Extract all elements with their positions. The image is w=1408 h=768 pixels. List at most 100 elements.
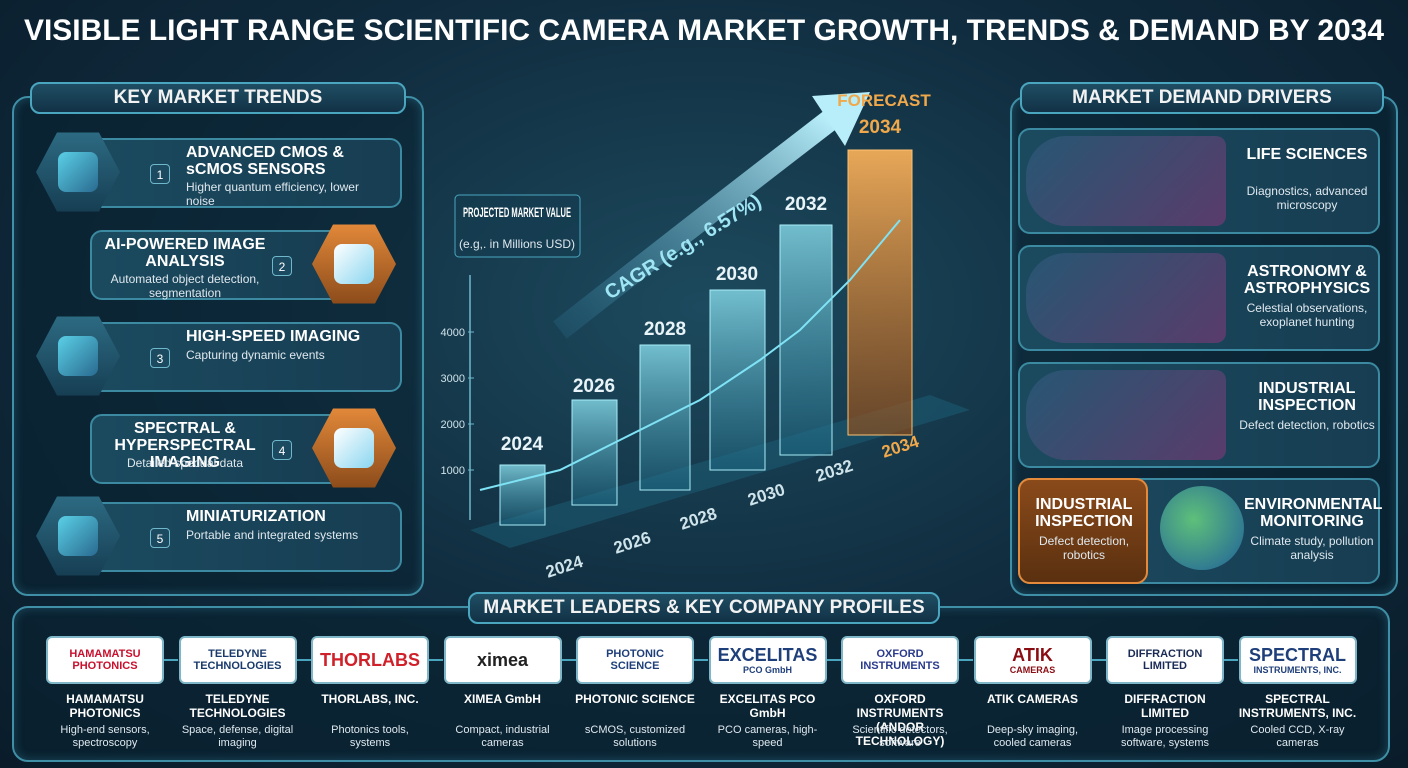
company-logo: DIFFRACTION LIMITED <box>1106 636 1224 684</box>
trend-card <box>90 138 402 208</box>
icon-glyph <box>58 152 98 192</box>
trend-number: 4 <box>272 440 292 460</box>
value-note: (e.g,. in Millions USD) <box>459 237 575 251</box>
logo-subtext: PCO GmbH <box>742 665 792 675</box>
cagr-label: CAGR (e.g., 6.57%) <box>601 190 765 304</box>
driver-title: ENVIRONMENTAL MONITORING <box>1244 496 1383 530</box>
driver-description: Defect detection, robotics <box>1239 418 1375 432</box>
drivers-heading: MARKET DEMAND DRIVERS <box>1020 82 1384 114</box>
connector <box>694 659 708 661</box>
trend-line <box>479 219 901 491</box>
trend-description: Higher quantum efficiency, lower noise <box>186 180 359 208</box>
driver-title: INDUSTRIAL INSPECTION <box>1035 496 1133 530</box>
bar-year-label: 2032 <box>785 194 827 215</box>
driver-description: Celestial observations, exoplanet huntin… <box>1246 301 1368 329</box>
trends-heading: KEY MARKET TRENDS <box>30 82 406 114</box>
connector <box>1091 659 1106 661</box>
company-logo: ximea <box>443 636 562 684</box>
icon-glyph <box>334 428 374 468</box>
trend-card <box>90 322 402 392</box>
bar-year-label: 2024 <box>501 434 544 455</box>
value-box <box>454 194 581 258</box>
trend-number: 3 <box>150 348 170 368</box>
company-name: HAMAMATSU PHOTONICS <box>66 692 144 720</box>
driver-image <box>1160 486 1244 570</box>
connector <box>296 659 311 661</box>
axis-year-label: 2028 <box>677 504 719 534</box>
trend-description: Capturing dynamic events <box>186 348 325 362</box>
driver-image <box>1026 370 1226 460</box>
company-name: THORLABS, INC. <box>321 692 419 706</box>
company-logo: SPECTRAL INSTRUMENTS, INC. <box>1238 636 1357 684</box>
trend-card <box>90 414 350 484</box>
icon-glyph <box>58 336 98 376</box>
company-description: Deep-sky imaging, cooled cameras <box>986 724 1079 749</box>
company-logo: ATIK CAMERAS <box>973 636 1092 684</box>
axis-tick-label: 3000 <box>441 373 465 385</box>
connector <box>1224 659 1238 661</box>
connector <box>561 659 576 661</box>
company-name: ATIK CAMERAS <box>986 692 1079 706</box>
logo-subtext: CAMERAS <box>1009 665 1056 675</box>
driver-title: LIFE SCIENCES <box>1246 146 1368 163</box>
company-description: Space, defense, digital imaging <box>181 724 294 749</box>
axis-year-label: 2034 <box>879 432 921 462</box>
company-description: sCMOS, customized solutions <box>584 724 686 749</box>
arrow-head <box>812 92 870 146</box>
logo-text: SPECTRAL <box>1248 645 1346 665</box>
growth-arrow <box>553 111 837 339</box>
driver-description: Defect detection, robotics <box>1038 534 1130 562</box>
driver-title: INDUSTRIAL INSPECTION <box>1258 380 1356 414</box>
driver-description: Climate study, pollution analysis <box>1250 534 1374 562</box>
page-title: VISIBLE LIGHT RANGE SCIENTIFIC CAMERA MA… <box>24 14 1384 47</box>
trend-title: AI-POWERED IMAGE ANALYSIS <box>104 236 266 270</box>
company-description: High-end sensors, spectroscopy <box>60 724 150 749</box>
chart-floor <box>470 395 970 548</box>
forecast-bar-shape <box>847 149 913 436</box>
logo-text: ximea <box>476 650 529 670</box>
value-label: PROJECTED MARKET VALUE <box>463 204 571 220</box>
connector <box>959 659 973 661</box>
trend-title: MINIATURIZATION <box>186 508 326 525</box>
bar-shape <box>499 464 546 526</box>
logo-text: ATIK <box>1012 645 1053 665</box>
bar-year-label: 2030 <box>716 264 758 285</box>
trend-title: ADVANCED CMOS & sCMOS SENSORS <box>186 144 344 178</box>
connector <box>826 659 841 661</box>
connector <box>429 659 443 661</box>
trend-description: Automated object detection, segmentation <box>110 272 260 300</box>
company-description: Photonics tools, systems <box>331 724 409 749</box>
company-name: TELEDYNE TECHNOLOGIES <box>189 692 286 720</box>
trend-description: Portable and integrated systems <box>186 528 359 542</box>
company-name: EXCELITAS PCO GmbH <box>719 692 816 720</box>
logo-subtext: INSTRUMENTS, INC. <box>1253 665 1342 675</box>
company-logo: TELEDYNE TECHNOLOGIES <box>178 636 297 684</box>
forecast-label: FORECAST <box>837 91 931 110</box>
axis-year-label: 2024 <box>543 552 585 582</box>
company-name: SPECTRAL INSTRUMENTS, INC. <box>1238 692 1357 720</box>
bar-year-label: 2028 <box>644 319 686 340</box>
company-description: PCO cameras, high-speed <box>717 724 818 749</box>
axis-year-label: 2032 <box>813 456 855 486</box>
trend-title: SPECTRAL & HYPERSPECTRAL IMAGING <box>114 420 256 471</box>
logo-text: THORLABS <box>320 650 420 670</box>
axis-year-label: 2026 <box>611 528 653 558</box>
trend-description: Detailed spectral data <box>126 456 244 470</box>
bar-year-label: 2026 <box>573 376 615 397</box>
trend-number: 5 <box>150 528 170 548</box>
company-logo: OXFORD INSTRUMENTS <box>841 636 959 684</box>
company-logo: THORLABS <box>311 636 429 684</box>
company-logo: PHOTONIC SCIENCE <box>576 636 694 684</box>
driver-image <box>1026 136 1226 226</box>
logo-text: TELEDYNE TECHNOLOGIES <box>193 648 282 672</box>
company-description: Scientific detectors, software <box>852 724 948 749</box>
growth-visual <box>454 92 970 548</box>
axis-year-label: 2030 <box>745 480 787 510</box>
logo-text: OXFORD INSTRUMENTS <box>860 648 940 672</box>
logo-text: HAMAMATSU PHOTONICS <box>69 648 141 672</box>
logo-text: EXCELITAS <box>717 645 818 665</box>
company-name: OXFORD INSTRUMENTS (ANDOR TECHNOLOGY) <box>855 692 945 748</box>
company-description: Image processing software, systems <box>1120 724 1210 749</box>
company-name: PHOTONIC SCIENCE <box>575 692 695 706</box>
